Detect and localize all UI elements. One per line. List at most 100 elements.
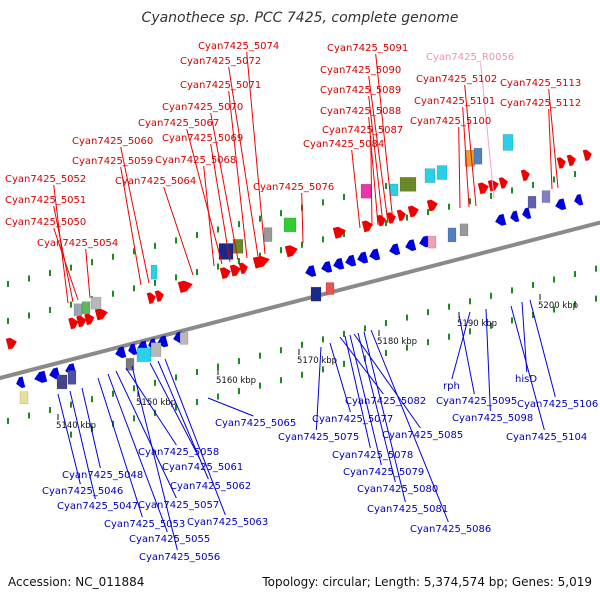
gene-label: Cyan7425_5070 — [162, 102, 243, 113]
gene-label: Cyan7425_5065 — [215, 418, 296, 429]
gene-arrow-shape — [16, 376, 26, 389]
gene-label: Cyan7425_5061 — [162, 462, 243, 473]
gene-box — [232, 239, 244, 254]
tick-mark — [469, 298, 471, 305]
gene-box — [427, 235, 437, 249]
accession-text: Accession: NC_011884 — [8, 575, 144, 589]
gene-arrow-shape — [389, 243, 401, 256]
gene-callout-line — [186, 128, 223, 265]
gene-arrow-shape — [68, 317, 79, 330]
reverse-gene-arrow — [333, 257, 345, 270]
position-label: 5170 kbp — [297, 356, 337, 366]
position-label: 5190 kbp — [457, 319, 497, 329]
reverse-gene-arrow — [369, 248, 381, 261]
gene-callout-line — [529, 299, 556, 398]
tick-mark — [175, 274, 177, 281]
forward-gene-arrow — [238, 262, 248, 275]
forward-gene-arrow — [407, 205, 419, 218]
gene-box — [436, 165, 448, 180]
gene-callout-line — [375, 53, 394, 223]
gene-callout-line — [480, 62, 495, 199]
tick-mark — [133, 285, 135, 292]
gene-callout-line — [210, 143, 231, 263]
gene-label: Cyan7425_5074 — [198, 41, 279, 52]
gene-callout-line — [351, 149, 361, 229]
tick-mark — [574, 171, 576, 178]
map-title: Cyanothece sp. PCC 7425, complete genome — [142, 10, 459, 26]
gene-arrow-shape — [357, 251, 369, 264]
gene-callout-line — [357, 332, 396, 483]
tick-mark — [427, 209, 429, 216]
tick-mark — [322, 236, 324, 243]
gene-callout-line — [458, 126, 461, 209]
forward-gene-arrow — [426, 199, 438, 212]
gene-callout-line — [370, 329, 449, 523]
tick-mark — [385, 220, 387, 227]
tick-mark — [343, 230, 345, 237]
tick-mark — [91, 396, 93, 403]
gene-callout-line — [349, 334, 382, 466]
tick-mark — [385, 320, 387, 327]
tick-mark — [322, 199, 324, 206]
gene-arrow-shape — [555, 198, 567, 211]
gene-box — [473, 147, 483, 165]
gene-box — [125, 358, 135, 371]
tick-mark — [28, 312, 30, 319]
gene-box — [19, 391, 29, 405]
tick-mark — [364, 325, 366, 332]
gene-box — [424, 168, 436, 183]
forward-gene-arrow — [284, 245, 298, 258]
gene-box — [527, 195, 537, 209]
gene-callout-line — [85, 248, 91, 299]
gene-label: Cyan7425_5072 — [180, 56, 261, 67]
tick-mark — [7, 417, 9, 424]
genome-backbone — [0, 220, 600, 381]
gene-callout-line — [301, 192, 304, 244]
tick-mark — [217, 226, 219, 233]
gene-label: Cyan7425_5068 — [155, 155, 236, 166]
tick-mark — [280, 210, 282, 217]
gene-label: Cyan7425_R0056 — [426, 52, 514, 63]
gene-label: Cyan7425_5091 — [327, 43, 408, 54]
forward-gene-arrow — [520, 169, 530, 182]
gene-label: Cyan7425_5063 — [187, 517, 268, 528]
gene-arrow-shape — [84, 313, 95, 326]
tick-mark — [196, 368, 198, 375]
forward-gene-arrow — [68, 317, 79, 330]
gene-label: Cyan7425_5085 — [382, 430, 463, 441]
gene-box — [310, 286, 322, 302]
gene-arrow-shape — [332, 226, 346, 239]
forward-gene-arrow — [498, 177, 508, 189]
gene-arrow-shape — [128, 343, 138, 356]
tick-mark — [574, 271, 576, 278]
gene-callout-line — [548, 108, 553, 190]
tick-mark — [28, 412, 30, 419]
forward-gene-arrow — [146, 292, 156, 304]
position-label: 5160 kbp — [216, 376, 256, 386]
tick-mark — [448, 333, 450, 340]
tick-mark — [49, 307, 51, 314]
gene-label: Cyan7425_5084 — [303, 139, 384, 150]
tick-mark — [280, 347, 282, 354]
reverse-gene-arrow — [389, 243, 401, 256]
gene-label: Cyan7425_5080 — [357, 484, 438, 495]
gene-box — [399, 177, 417, 192]
tick-mark — [553, 306, 555, 313]
gene-callout-line — [353, 333, 421, 429]
tick-mark — [238, 221, 240, 228]
gene-callout-line — [368, 95, 384, 225]
gene-callout-line — [125, 367, 177, 446]
reverse-gene-arrow — [555, 198, 567, 211]
tick-mark — [343, 360, 345, 367]
gene-label: Cyan7425_5060 — [72, 136, 153, 147]
tick-mark — [70, 401, 72, 408]
gene-label: Cyan7425_5090 — [320, 65, 401, 76]
gene-box — [360, 183, 372, 199]
forward-gene-arrow — [94, 308, 108, 321]
tick-mark — [238, 358, 240, 365]
gene-callout-line — [163, 186, 194, 276]
gene-label: Cyan7425_5053 — [104, 519, 185, 530]
tick-mark — [91, 426, 93, 433]
gene-arrow-shape — [219, 267, 231, 280]
